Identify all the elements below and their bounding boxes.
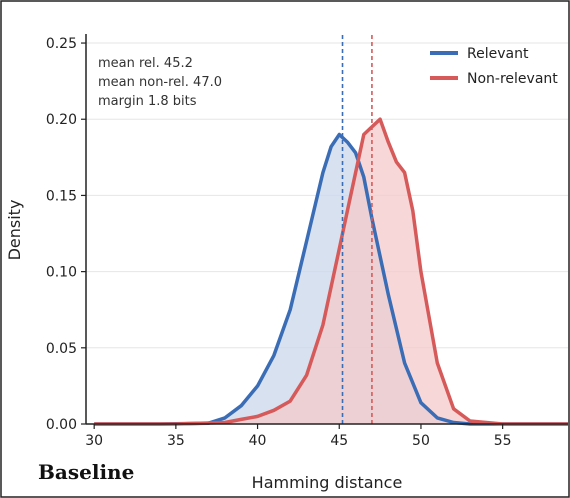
x-tick-label-3: 45 <box>330 433 348 449</box>
y-tick-label-2: 0.10 <box>46 265 77 281</box>
axes <box>85 34 568 425</box>
y-tick-label-4: 0.20 <box>46 112 77 128</box>
density-area-nonrelevant <box>94 119 568 424</box>
x-tick-label-2: 40 <box>249 433 267 449</box>
x-tick-label-0: 30 <box>85 433 103 449</box>
density-lines <box>94 117 568 426</box>
ticks: 30 35 40 45 50 55 0.00 0.05 0.10 0.15 0.20 0.25 <box>46 36 512 449</box>
stats-annotation: mean rel. 45.2 mean non-rel. 47.0 margin… <box>98 56 222 109</box>
y-tick-label-0: 0.00 <box>46 417 77 433</box>
x-tick-label-1: 35 <box>167 433 185 449</box>
y-axis-label: Density <box>5 200 24 261</box>
x-tick-label-5: 55 <box>494 433 512 449</box>
y-tick-label-5: 0.25 <box>46 36 77 52</box>
density-line-relevant <box>94 132 568 426</box>
legend-label-nonrelevant: Non-relevant <box>467 71 558 87</box>
legend-label-relevant: Relevant <box>467 46 529 62</box>
x-tick-label-4: 50 <box>412 433 430 449</box>
annotation-margin: margin 1.8 bits <box>98 94 197 109</box>
panel-label: Baseline <box>38 460 135 484</box>
annotation-mean-nonrelevant: mean non-rel. 47.0 <box>98 75 222 90</box>
x-axis-label: Hamming distance <box>252 473 403 492</box>
mean-lines <box>341 35 373 424</box>
annotation-mean-relevant: mean rel. 45.2 <box>98 56 193 71</box>
y-tick-label-3: 0.15 <box>46 188 77 204</box>
y-tick-label-1: 0.05 <box>46 341 77 357</box>
density-line-nonrelevant <box>94 117 568 426</box>
legend: Relevant Non-relevant <box>430 46 558 87</box>
